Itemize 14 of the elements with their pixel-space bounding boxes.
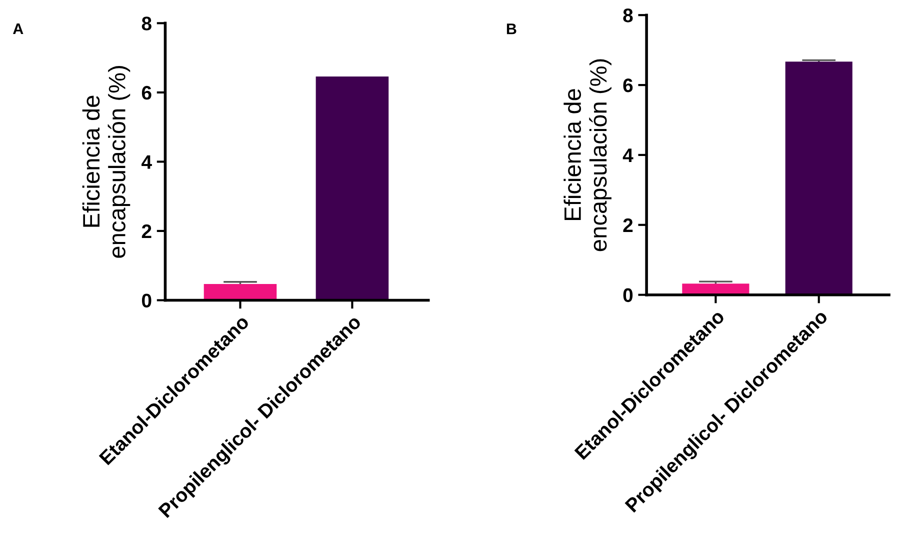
y-axis-title: Eficiencia de encapsulación (%) <box>564 59 612 252</box>
y-tick-label: 2 <box>142 224 152 238</box>
y-tick-label: 8 <box>623 8 633 22</box>
y-tick-label: 8 <box>142 16 152 30</box>
y-tick-label: 6 <box>623 78 633 92</box>
y-tick-label: 2 <box>623 218 633 232</box>
y-tick-label: 0 <box>623 288 633 302</box>
y-tick-label: 6 <box>142 86 152 100</box>
y-tick-label: 4 <box>142 155 152 169</box>
y-tick-label: 0 <box>142 294 152 308</box>
text: A <box>13 24 24 34</box>
text: B <box>506 24 516 34</box>
y-tick-label: 4 <box>622 148 634 162</box>
y-axis-title: Eficiencia de encapsulación (%) <box>82 66 130 258</box>
